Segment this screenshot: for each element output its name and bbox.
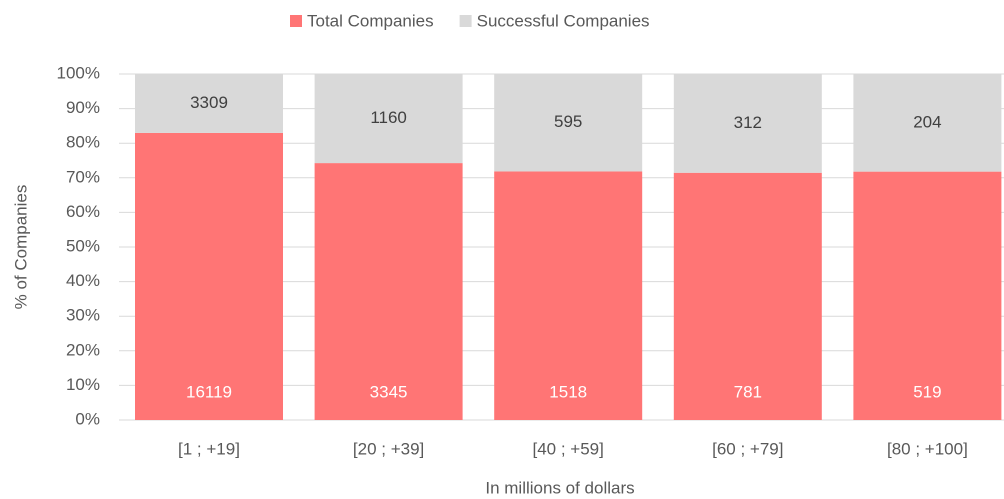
x-tick-label: [80 ; +100] [887, 439, 968, 458]
data-label: 595 [554, 112, 582, 131]
x-tick-label: [1 ; +19] [178, 439, 240, 458]
legend-swatch [459, 15, 472, 27]
data-label: 204 [913, 112, 941, 131]
data-label: 3309 [190, 93, 228, 112]
bar-segment [135, 132, 283, 420]
y-tick-label: 0% [75, 409, 100, 428]
x-tick-label: [60 ; +79] [712, 439, 783, 458]
bar-segment [494, 74, 643, 172]
y-tick-label: 30% [66, 306, 100, 325]
y-tick-label: 90% [66, 98, 100, 117]
data-label: 1518 [549, 382, 587, 401]
data-label: 16119 [186, 382, 232, 401]
legend-swatch [290, 15, 302, 27]
bar-segment [135, 74, 283, 133]
bar-segment [314, 74, 463, 164]
y-tick-label: 60% [66, 202, 100, 221]
bar-segment [673, 172, 822, 420]
bar-segment [314, 163, 463, 421]
bar-segment [673, 74, 822, 173]
data-label: 519 [913, 382, 941, 401]
x-tick-label: [20 ; +39] [353, 439, 424, 458]
y-tick-label: 50% [66, 236, 100, 255]
data-label: 1160 [370, 108, 407, 127]
y-axis-title: % of Companies [11, 185, 30, 310]
y-tick-label: 70% [66, 167, 100, 186]
data-label: 3345 [370, 382, 408, 401]
legend-label: Successful Companies [477, 11, 650, 30]
x-tick-label: [40 ; +59] [533, 439, 604, 458]
x-axis-title: In millions of dollars [485, 478, 634, 497]
y-tick-label: 40% [66, 271, 100, 290]
legend-label: Total Companies [307, 11, 434, 30]
data-label: 312 [734, 113, 762, 132]
bar-segment [494, 171, 643, 420]
bar-segment [853, 171, 1002, 420]
y-tick-label: 80% [66, 133, 100, 152]
y-tick-label: 10% [66, 375, 100, 394]
y-tick-label: 20% [66, 340, 100, 359]
data-label: 781 [734, 382, 762, 401]
y-tick-label: 100% [57, 63, 100, 82]
bar-segment [853, 74, 1002, 172]
